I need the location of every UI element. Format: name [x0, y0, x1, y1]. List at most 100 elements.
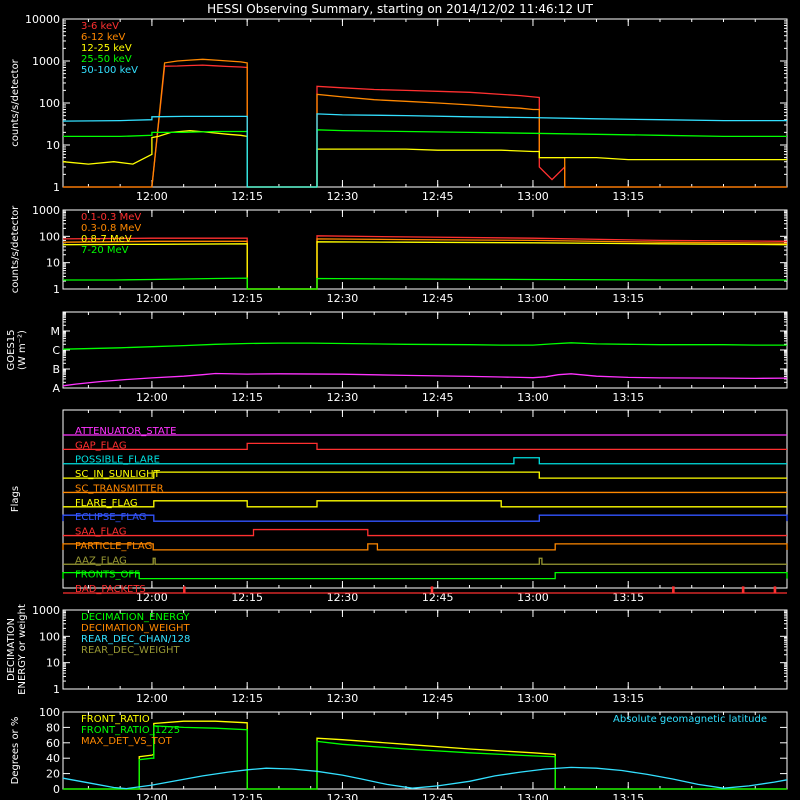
- goes-ylabel2: (W m⁻²): [17, 330, 28, 370]
- low-ytick-label-1: 10: [46, 139, 60, 152]
- high-xtick-label-2: 12:30: [327, 292, 359, 305]
- decim-ytick-label-0: 1: [53, 683, 60, 696]
- low-series-1: [63, 58, 787, 188]
- high-xtick-label-0: 12:00: [136, 292, 168, 305]
- flags-xtick-label-4: 13:00: [517, 591, 549, 604]
- ratio-ytick-label-4: 80: [46, 721, 60, 734]
- goes-xtick-label-0: 12:00: [136, 391, 168, 404]
- panels-group: 12:00 12:15 12:30 12:45 13:00 13:151101001000…: [6, 13, 788, 800]
- flags-flag-line-3: [63, 471, 787, 479]
- flags-flag-label-8: PARTICLE_FLAG: [75, 541, 152, 552]
- flags-flag-line-9: [63, 557, 787, 565]
- low-legend-0: 3-6 keV: [81, 21, 119, 32]
- high-frame: [62, 209, 788, 290]
- decim-ytick-label-3: 1000: [32, 604, 60, 617]
- flags-flag-label-3: SC_IN_SUNLIGHT: [75, 469, 161, 480]
- goes-xtick-label-3: 12:45: [422, 391, 454, 404]
- low-legend-4: 50-100 keV: [81, 65, 138, 76]
- ratio-legend-0: FRONT_RATIO: [81, 714, 150, 725]
- high-series-3: [63, 277, 787, 290]
- decim-ytick-label-2: 100: [39, 630, 60, 643]
- flags-frame: [62, 409, 788, 589]
- high-legend-0: 0.1-0.3 MeV: [81, 212, 141, 223]
- ratio-xtick-label-3: 12:45: [422, 792, 454, 800]
- ratio-ytick-label-0: 0: [53, 783, 60, 796]
- flags-ylabel: Flags: [10, 486, 21, 512]
- ratio-series-3: [62, 766, 788, 790]
- goes-xtick-label-5: 13:15: [612, 391, 644, 404]
- flags-flag-label-11: BAD_PACKETS: [75, 584, 146, 595]
- ratio-ylabel: Degrees or %: [10, 717, 21, 785]
- high-xtick-label-1: 12:15: [231, 292, 263, 305]
- low-xtick-label-3: 12:45: [422, 190, 454, 203]
- high-xtick-label-3: 12:45: [422, 292, 454, 305]
- decim-legend-1: DECIMATION_WEIGHT: [81, 623, 190, 634]
- decim-xtick-label-3: 12:45: [422, 692, 454, 705]
- decim-legend-0: DECIMATION_ENERGY: [81, 612, 190, 623]
- low-legend-3: 25-50 keV: [81, 54, 132, 65]
- flags-flag-line-10: [62, 571, 788, 580]
- flags-xtick-label-3: 12:45: [422, 591, 454, 604]
- ratio-ytick-label-1: 20: [46, 768, 60, 781]
- flags-flag-label-4: SC_TRANSMITTER: [75, 483, 164, 494]
- high-xtick-label-4: 13:00: [517, 292, 549, 305]
- goes-xtick-label-2: 12:30: [327, 391, 359, 404]
- low-ytick-label-4: 10000: [25, 13, 60, 26]
- goes-ytick-label-0: A: [52, 382, 60, 395]
- low-ytick-label-0: 1: [53, 181, 60, 194]
- flags-flag-label-2: POSSIBLE_FLARE: [75, 455, 160, 466]
- goes-ylabel: GOES15: [6, 329, 17, 370]
- high-ytick-label-0: 1: [53, 283, 60, 296]
- decim-ylabel: DECIMATION: [6, 618, 17, 681]
- high-ytick-label-1: 10: [46, 257, 60, 270]
- flags-flag-line-2: [63, 457, 787, 465]
- ratio-legend-1: FRONT_RATIO_1225: [81, 725, 180, 736]
- high-ytick-label-2: 100: [39, 230, 60, 243]
- ratio-xtick-label-5: 13:15: [612, 792, 644, 800]
- flags-flag-label-10: FRONTS_OFF: [75, 570, 140, 581]
- decim-xtick-label-1: 12:15: [231, 692, 263, 705]
- goes-ytick-label-3: M: [51, 325, 61, 338]
- ratio-xtick-label-2: 12:30: [327, 792, 359, 800]
- goes-series-0: [62, 342, 787, 350]
- ratio-xtick-label-1: 12:15: [231, 792, 263, 800]
- flags-flag-label-6: ECLIPSE_FLAG: [75, 512, 146, 523]
- goes-series-1: [62, 372, 788, 387]
- ratio-ytick-label-5: 100: [39, 706, 60, 719]
- flags-flag-label-7: SAA_FLAG: [75, 527, 126, 538]
- high-legend-1: 0.3-0.8 MeV: [81, 223, 141, 234]
- decim-legend-2: REAR_DEC_CHAN/128: [81, 634, 190, 645]
- goes-ytick-label-1: B: [52, 363, 60, 376]
- low-xtick-label-5: 13:15: [612, 190, 644, 203]
- ratio-xtick-label-0: 12:00: [136, 792, 168, 800]
- low-legend-2: 12-25 keV: [81, 43, 132, 54]
- flags-flag-label-0: ATTENUATOR_STATE: [75, 426, 176, 437]
- ratio-series-1: [63, 725, 787, 790]
- high-ytick-label-3: 1000: [32, 204, 60, 217]
- flags-flag-line-8: [62, 543, 788, 551]
- decim-frame: [62, 609, 788, 690]
- flags-flag-line-11: [63, 586, 787, 594]
- low-xtick-label-0: 12:00: [136, 190, 168, 203]
- decim-panel: 12:00 12:15 12:30 12:45 13:00 13:15 1 10 100 1000…: [6, 604, 788, 705]
- flags-xtick-label-2: 12:30: [327, 591, 359, 604]
- low-ytick-label-3: 1000: [32, 55, 60, 68]
- high-xtick-label-5: 13:15: [612, 292, 644, 305]
- ratio-right-note: Absolute geomagnetic latitude: [613, 714, 767, 725]
- flags-xtick-label-0: 12:00: [136, 591, 168, 604]
- decim-xtick-label-0: 12:00: [136, 692, 168, 705]
- decim-xtick-label-2: 12:30: [327, 692, 359, 705]
- ratio-panel: 12:00 12:15 12:30 12:45 13:00 13:15 0 20 40 60 80 1…: [10, 706, 788, 800]
- ratio-frame: [62, 711, 788, 790]
- flags-flag-line-5: [63, 500, 787, 508]
- low-ylabel: counts/s/detector: [10, 58, 21, 146]
- low-xtick-label-1: 12:15: [231, 190, 263, 203]
- flags-flag-line-7: [63, 528, 787, 537]
- ratio-legend-2: MAX_DET_VS_TOT: [81, 736, 173, 747]
- ratio-ytick-label-2: 40: [46, 752, 60, 765]
- goes-ytick-label-2: C: [52, 344, 60, 357]
- flags-panel: 12:00 12:15 12:30 12:45 13:00 13:15 Flags ATTEN…: [10, 409, 788, 604]
- ratio-ytick-label-3: 60: [46, 737, 60, 750]
